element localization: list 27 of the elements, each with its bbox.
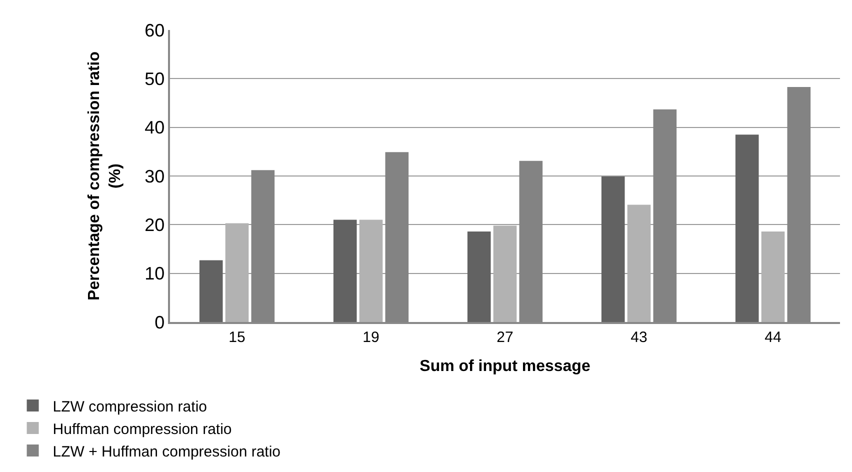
bar xyxy=(493,226,517,322)
x-tick-label: 15 xyxy=(228,329,246,346)
y-axis-title: Percentage of compression ratio (%) xyxy=(86,51,124,300)
bar xyxy=(199,260,223,322)
y-tick-label: 10 xyxy=(144,264,165,284)
y-tick-label: 0 xyxy=(154,312,165,332)
x-tick-label: 19 xyxy=(362,329,380,346)
y-tick-label: 20 xyxy=(144,214,165,235)
y-tick-label: 30 xyxy=(144,166,165,186)
y-tick-label: 60 xyxy=(144,20,165,40)
y-tick-label: 40 xyxy=(144,118,165,138)
legend-label: LZW + Huffman compression ratio xyxy=(52,443,281,460)
x-tick-label: 43 xyxy=(630,329,648,346)
y-tick-label: 50 xyxy=(144,68,165,89)
bar xyxy=(627,204,651,322)
legend-label: Huffman compression ratio xyxy=(52,420,232,438)
bar xyxy=(333,220,357,322)
bar xyxy=(761,231,785,322)
bar xyxy=(467,231,491,322)
bar xyxy=(735,134,759,322)
bar xyxy=(601,176,625,322)
legend-label: LZW compression ratio xyxy=(52,398,207,416)
bar xyxy=(225,223,249,322)
bar xyxy=(359,220,383,322)
x-tick-label: 44 xyxy=(764,329,782,346)
x-axis-title: Sum of input message xyxy=(420,358,590,376)
x-tick-label: 27 xyxy=(496,329,514,346)
